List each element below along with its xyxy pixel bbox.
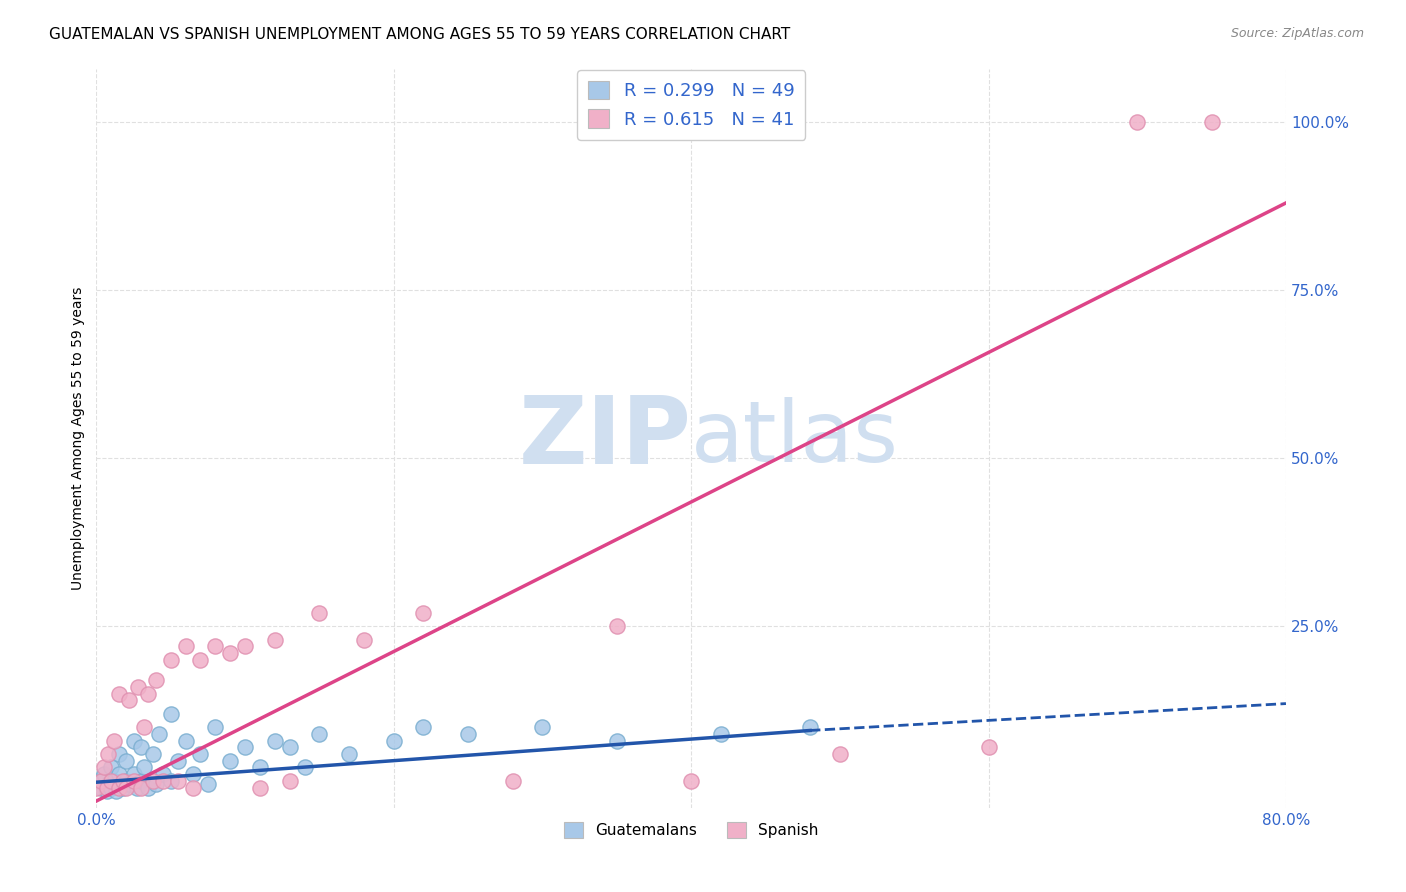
Point xyxy=(190,653,212,667)
Point xyxy=(219,754,242,768)
Point xyxy=(115,773,138,788)
Point xyxy=(107,686,129,700)
Point xyxy=(96,784,118,798)
Point xyxy=(107,780,129,795)
Point xyxy=(118,693,141,707)
Point xyxy=(138,780,160,795)
Point xyxy=(86,773,108,788)
Point xyxy=(104,784,127,798)
Point xyxy=(204,720,226,734)
Point xyxy=(152,767,174,781)
Point xyxy=(412,606,434,620)
Point xyxy=(294,760,316,774)
Point xyxy=(167,773,190,788)
Point xyxy=(263,632,285,647)
Point xyxy=(112,773,135,788)
Point xyxy=(263,733,285,747)
Point xyxy=(531,720,554,734)
Point xyxy=(132,720,155,734)
Point xyxy=(308,606,330,620)
Point xyxy=(249,760,271,774)
Text: atlas: atlas xyxy=(692,397,900,480)
Point xyxy=(337,747,360,761)
Point xyxy=(100,773,122,788)
Point xyxy=(159,706,181,721)
Point xyxy=(233,640,256,654)
Point xyxy=(103,733,125,747)
Point xyxy=(710,727,733,741)
Point xyxy=(118,777,141,791)
Point xyxy=(112,780,135,795)
Point xyxy=(233,740,256,755)
Point xyxy=(142,773,165,788)
Point xyxy=(142,747,165,761)
Point xyxy=(606,733,628,747)
Point xyxy=(132,760,155,774)
Point xyxy=(115,754,138,768)
Point xyxy=(148,727,170,741)
Text: ZIP: ZIP xyxy=(519,392,692,484)
Point xyxy=(107,767,129,781)
Point xyxy=(174,640,197,654)
Point xyxy=(90,773,112,788)
Point xyxy=(181,780,204,795)
Point xyxy=(197,777,219,791)
Point xyxy=(100,780,122,795)
Point xyxy=(278,773,301,788)
Point xyxy=(122,733,145,747)
Point xyxy=(97,777,120,791)
Point xyxy=(100,760,122,774)
Text: GUATEMALAN VS SPANISH UNEMPLOYMENT AMONG AGES 55 TO 59 YEARS CORRELATION CHART: GUATEMALAN VS SPANISH UNEMPLOYMENT AMONG… xyxy=(49,27,790,42)
Point xyxy=(159,653,181,667)
Point xyxy=(606,619,628,633)
Point xyxy=(93,767,115,781)
Point xyxy=(799,720,821,734)
Text: Source: ZipAtlas.com: Source: ZipAtlas.com xyxy=(1230,27,1364,40)
Point xyxy=(107,747,129,761)
Point xyxy=(249,780,271,795)
Point xyxy=(181,767,204,781)
Point xyxy=(353,632,375,647)
Point xyxy=(90,780,112,795)
Point xyxy=(828,747,851,761)
Point xyxy=(977,740,1000,755)
Point xyxy=(93,760,115,774)
Y-axis label: Unemployment Among Ages 55 to 59 years: Unemployment Among Ages 55 to 59 years xyxy=(72,286,86,590)
Point xyxy=(129,773,152,788)
Point xyxy=(190,747,212,761)
Point xyxy=(174,733,197,747)
Point xyxy=(502,773,524,788)
Point xyxy=(103,773,125,788)
Point xyxy=(129,740,152,755)
Point xyxy=(219,646,242,660)
Point xyxy=(457,727,479,741)
Point xyxy=(138,686,160,700)
Point xyxy=(122,767,145,781)
Point xyxy=(97,747,120,761)
Legend: Guatemalans, Spanish: Guatemalans, Spanish xyxy=(558,816,824,845)
Point xyxy=(129,780,152,795)
Point xyxy=(145,777,167,791)
Point xyxy=(115,780,138,795)
Point xyxy=(382,733,405,747)
Point xyxy=(86,780,108,795)
Point xyxy=(204,640,226,654)
Point xyxy=(1126,115,1149,129)
Point xyxy=(127,680,149,694)
Point xyxy=(122,773,145,788)
Point xyxy=(159,773,181,788)
Point xyxy=(412,720,434,734)
Point xyxy=(167,754,190,768)
Point xyxy=(125,780,148,795)
Point xyxy=(308,727,330,741)
Point xyxy=(681,773,703,788)
Point xyxy=(152,773,174,788)
Point xyxy=(1201,115,1223,129)
Point xyxy=(96,780,118,795)
Point xyxy=(145,673,167,687)
Point xyxy=(278,740,301,755)
